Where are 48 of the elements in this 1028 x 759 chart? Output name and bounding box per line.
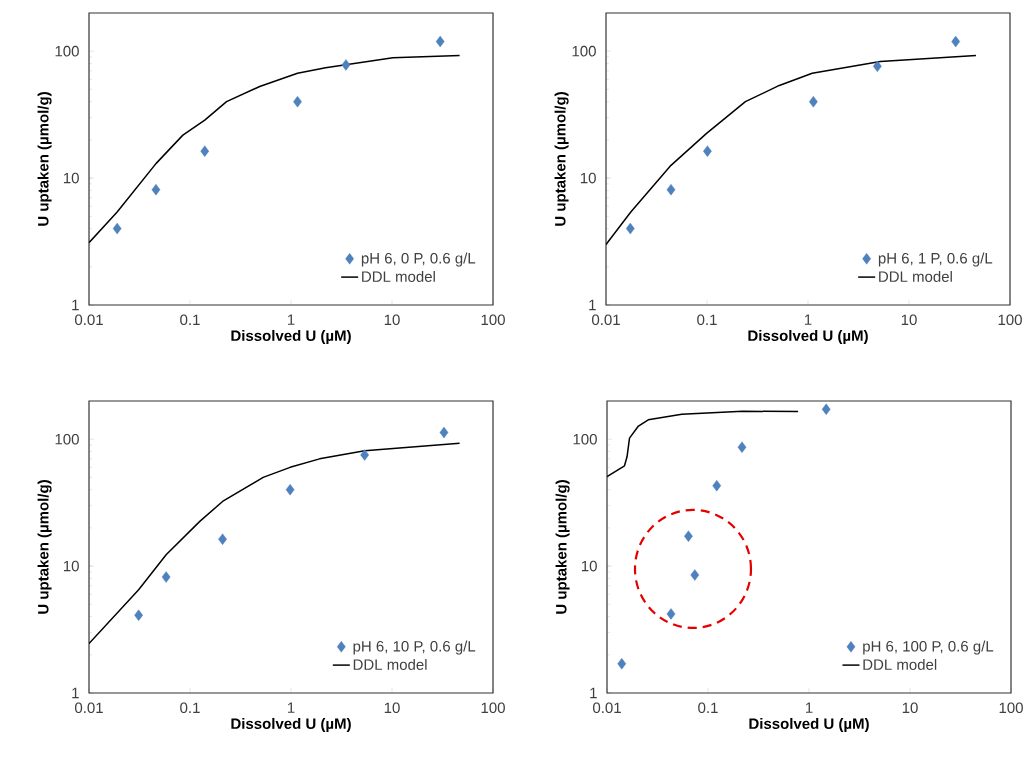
legend-label: pH 6, 100 P, 0.6 g/L: [863, 640, 994, 655]
y-axis-title: U uptaken (µmol/g): [554, 92, 569, 226]
x-axis-title: Dissolved U (µM): [231, 717, 351, 732]
y-tick-label: 1: [72, 299, 79, 311]
y-tick-label: 1: [589, 299, 596, 311]
x-tick-label: 1: [805, 702, 813, 713]
legend-label: DDL model: [362, 270, 435, 282]
x-tick-label: 0.1: [180, 702, 200, 714]
x-tick-label: 10: [901, 314, 917, 326]
legend-label: DDL model: [879, 270, 952, 282]
x-tick-label: 10: [902, 702, 918, 714]
x-tick-label: 1: [287, 702, 295, 713]
x-axis-title: Dissolved U (µM): [231, 329, 351, 344]
x-tick-label: 100: [481, 314, 505, 326]
legend-label: pH 6, 0 P, 0.6 g/L: [361, 252, 476, 267]
legend-label: DDL model: [863, 658, 937, 670]
y-tick-label: 1: [72, 687, 79, 699]
x-tick-label: 1: [804, 314, 812, 325]
y-axis-title: U uptaken (µmol/g): [37, 480, 52, 614]
x-tick-label: 0.01: [592, 314, 620, 326]
y-tick-label: 10: [63, 560, 79, 572]
x-axis-title: Dissolved U (µM): [749, 717, 869, 732]
x-tick-label: 0.1: [698, 702, 718, 714]
x-tick-label: 10: [384, 314, 400, 326]
x-tick-label: 0.01: [75, 702, 103, 714]
y-tick-label: 10: [581, 560, 597, 572]
legend-label: pH 6, 10 P, 0.6 g/L: [353, 640, 476, 655]
y-tick-label: 10: [63, 172, 79, 184]
x-tick-label: 1: [287, 314, 295, 325]
x-tick-label: 0.1: [180, 314, 200, 326]
y-axis-title: U uptaken (µmol/g): [37, 92, 52, 226]
x-axis-title: Dissolved U (µM): [748, 329, 868, 344]
y-tick-label: 1: [590, 687, 597, 699]
y-tick-label: 100: [55, 433, 79, 445]
y-tick-label: 100: [573, 433, 597, 445]
y-tick-label: 10: [580, 172, 596, 184]
x-tick-label: 100: [999, 702, 1023, 714]
x-tick-label: 0.1: [697, 314, 717, 326]
x-tick-label: 10: [384, 702, 400, 714]
x-tick-label: 100: [481, 702, 505, 714]
x-tick-label: 0.01: [75, 314, 103, 326]
y-tick-label: 100: [572, 45, 596, 57]
y-axis-title: U uptaken (µmol/g): [555, 480, 570, 614]
y-tick-label: 100: [55, 45, 79, 57]
legend-label: DDL model: [353, 658, 427, 670]
x-tick-label: 0.01: [593, 702, 621, 714]
legend-label: pH 6, 1 P, 0.6 g/L: [878, 252, 993, 267]
x-tick-label: 100: [998, 314, 1022, 326]
